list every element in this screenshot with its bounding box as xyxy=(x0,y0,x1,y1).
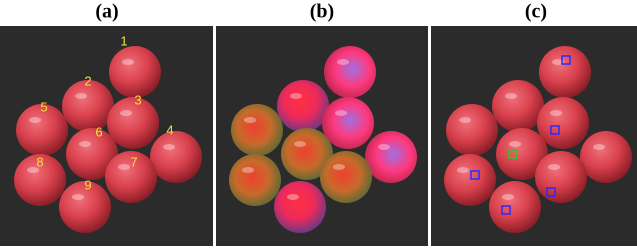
panel-title: (b) xyxy=(310,1,334,23)
tomato-highlight xyxy=(457,167,469,173)
tomato-highlight xyxy=(294,141,306,147)
tomato xyxy=(322,97,374,149)
panel-title: (a) xyxy=(95,1,118,23)
tomato xyxy=(535,151,587,203)
tomato-highlight xyxy=(550,110,562,116)
tomato-highlight xyxy=(72,194,84,200)
tomato-number: 6 xyxy=(95,124,102,139)
tomato xyxy=(229,154,281,206)
tomato-highlight xyxy=(244,117,256,123)
tomato-highlight xyxy=(509,141,521,147)
tomato xyxy=(274,181,326,233)
tomato xyxy=(320,151,372,203)
tomato-highlight xyxy=(548,164,560,170)
tomato-number: 1 xyxy=(120,33,127,48)
tomato xyxy=(446,104,498,156)
tomato-number: 8 xyxy=(36,154,43,169)
tomato xyxy=(277,80,329,132)
tomato xyxy=(444,154,496,206)
tomato xyxy=(365,131,417,183)
tomato-number: 7 xyxy=(130,154,137,169)
tomato xyxy=(580,131,632,183)
tomato-highlight xyxy=(75,93,87,99)
figure: (a) (b) (c) 1 2 3 4 5 6 7 8 9 xyxy=(0,0,637,250)
tomato-highlight xyxy=(290,93,302,99)
tomato xyxy=(324,46,376,98)
tomato-highlight xyxy=(333,164,345,170)
tomato-highlight xyxy=(118,164,130,170)
tomato xyxy=(539,46,591,98)
tomato-highlight xyxy=(79,141,91,147)
tomato-highlight xyxy=(242,167,254,173)
tomato xyxy=(492,80,544,132)
tomato-highlight xyxy=(459,117,471,123)
tomato xyxy=(107,97,159,149)
tomato-highlight xyxy=(337,59,349,65)
tomato-highlight xyxy=(122,59,134,65)
tomato-number: 5 xyxy=(40,99,47,114)
tomato-number: 4 xyxy=(166,122,173,137)
tomato-highlight xyxy=(287,194,299,200)
tomato-highlight xyxy=(120,110,132,116)
tomato-highlight xyxy=(29,117,41,123)
tomato xyxy=(231,104,283,156)
panel-title: (c) xyxy=(525,1,547,23)
tomato xyxy=(489,181,541,233)
tomato xyxy=(150,131,202,183)
tomato-highlight xyxy=(335,110,347,116)
tomato-number: 3 xyxy=(134,92,141,107)
tomato xyxy=(537,97,589,149)
tomato-highlight xyxy=(593,144,605,150)
tomato-number: 2 xyxy=(84,73,91,88)
tomato-highlight xyxy=(502,194,514,200)
tomato-highlight xyxy=(378,144,390,150)
tomato xyxy=(109,46,161,98)
tomato-number: 9 xyxy=(84,177,91,192)
tomato-highlight xyxy=(505,93,517,99)
tomato-highlight xyxy=(163,144,175,150)
